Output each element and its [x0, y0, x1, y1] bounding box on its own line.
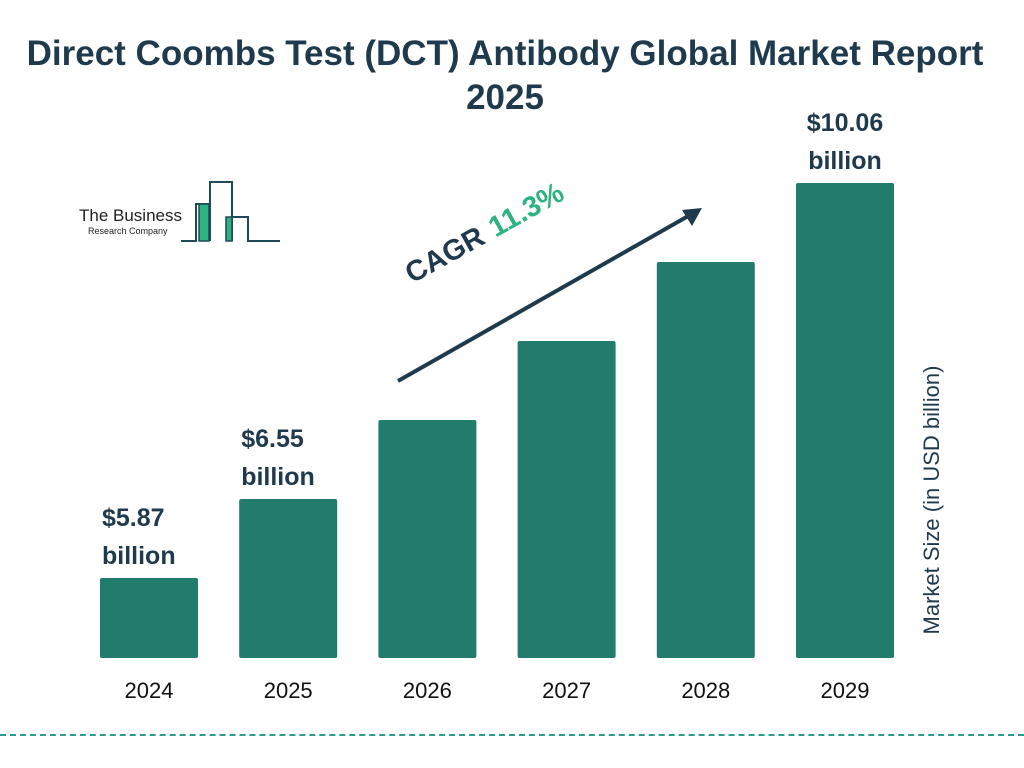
dashed-divider: [0, 734, 1024, 736]
x-tick-label: 2025: [264, 678, 313, 703]
cagr-arrow-line: [397, 213, 691, 383]
x-tick-label: 2029: [821, 678, 870, 703]
bar-2024: [100, 578, 198, 658]
logo-buildings-icon: [181, 181, 280, 242]
x-tick-label: 2028: [681, 678, 730, 703]
x-tick-label: 2027: [542, 678, 591, 703]
x-tick-label: 2024: [125, 678, 174, 703]
data-label: $5.87 billion: [102, 504, 176, 570]
logo-text-line2: Research Company: [88, 226, 168, 236]
logo-text-line1: The Business: [79, 206, 182, 225]
chart-title: Direct Coombs Test (DCT) Antibody Global…: [26, 34, 984, 117]
bar-2029: [796, 183, 894, 658]
bar-2027: [517, 341, 616, 658]
company-logo: The Business Research Company: [76, 180, 286, 244]
data-label: $6.55 billion: [241, 425, 315, 491]
bar-2028: [656, 262, 755, 658]
x-tick-label: 2026: [403, 678, 452, 703]
y-axis-label: Market Size (in USD billion): [919, 365, 944, 635]
bar-2025: [239, 499, 338, 658]
bar-2026: [378, 420, 477, 658]
cagr-arrow-head: [682, 208, 702, 226]
data-label: $10.06 billion: [807, 109, 883, 175]
